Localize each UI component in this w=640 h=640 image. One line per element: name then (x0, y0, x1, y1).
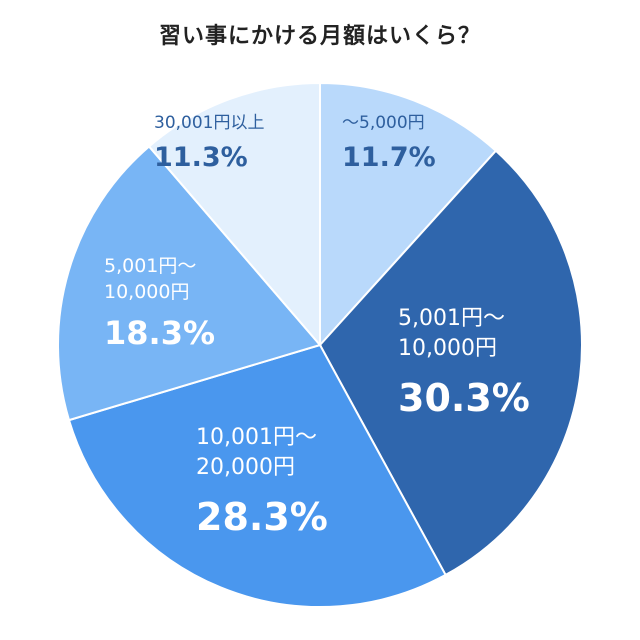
slice-label-group-3: 10,001円〜 20,000円 28.3% (196, 425, 328, 539)
pie-slice-2 (318, 149, 583, 577)
slice-percent-label: 30.3% (398, 376, 530, 420)
slice-category-label: 30,001円以上 (154, 113, 264, 133)
pie-slice-3 (67, 343, 447, 608)
slice-label-group-5: 30,001円以上 11.3% (154, 113, 264, 173)
slice-percent-label: 28.3% (196, 495, 328, 539)
slices-layer (57, 81, 583, 608)
slice-label-group-4: 5,001円〜 10,000円 18.3% (104, 255, 215, 352)
slice-label-group-1: 〜5,000円 11.7% (342, 113, 436, 173)
slice-category-label: 20,000円 (196, 455, 295, 480)
slice-label-group-2: 5,001円〜 10,000円 30.3% (398, 306, 530, 420)
slice-category-label: 5,001円〜 (398, 306, 505, 331)
pie-slice-1 (319, 81, 498, 348)
slice-category-label: 5,001円〜 (104, 255, 196, 277)
slice-category-label: 10,001円〜 (196, 425, 317, 450)
slice-category-label: 〜5,000円 (342, 113, 425, 133)
pie-slice-4 (57, 145, 322, 422)
slice-category-label: 10,000円 (398, 336, 497, 361)
chart-title: 習い事にかける月額はいくら？ (158, 24, 481, 49)
slice-percent-label: 11.3% (154, 142, 248, 173)
pie-slice-5 (147, 81, 321, 348)
slice-category-label: 10,000円 (104, 281, 189, 303)
slice-percent-label: 11.7% (342, 142, 436, 173)
labels-layer: 〜5,000円 11.7% 5,001円〜 10,000円 30.3% 10,001円〜 2… (104, 113, 530, 539)
slice-percent-label: 18.3% (104, 314, 215, 352)
